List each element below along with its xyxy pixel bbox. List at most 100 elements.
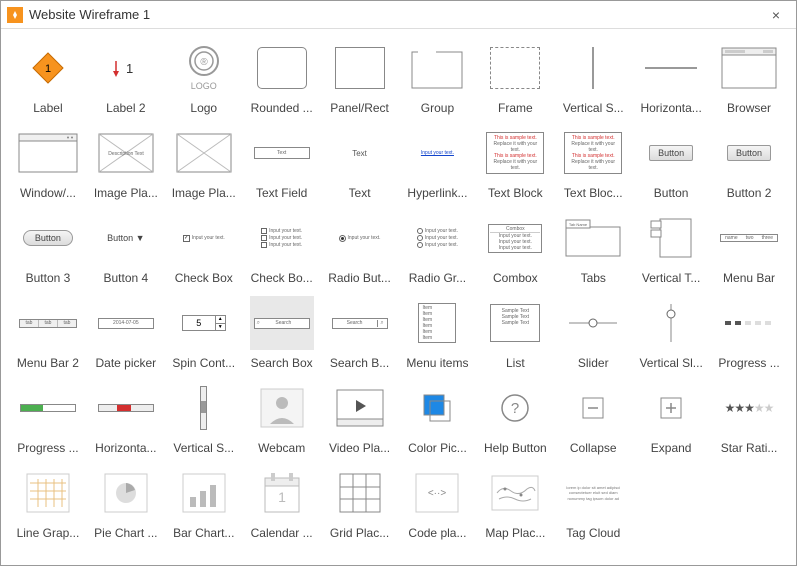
shape-item[interactable]: This is sample text.Replace it with your… bbox=[554, 124, 632, 209]
shape-item[interactable]: Description TextImage Pla... bbox=[87, 124, 165, 209]
shape-item[interactable]: Bar Chart... bbox=[165, 464, 243, 549]
shape-item[interactable]: nametwothreeMenu Bar bbox=[710, 209, 788, 294]
shape-thumb bbox=[172, 466, 236, 520]
shape-thumb bbox=[94, 381, 158, 435]
shape-item[interactable]: Horizonta... bbox=[87, 379, 165, 464]
shape-item[interactable]: Search⌕ Search B... bbox=[321, 294, 399, 379]
shape-thumb: Search⌕ bbox=[328, 296, 392, 350]
shape-item[interactable]: Grid Plac... bbox=[321, 464, 399, 549]
shape-item[interactable]: ®LOGOLogo bbox=[165, 39, 243, 124]
shape-thumb bbox=[483, 466, 547, 520]
shape-label: Webcam bbox=[258, 441, 305, 455]
shape-item[interactable]: lorem ip dolor sit amet adipisci consect… bbox=[554, 464, 632, 549]
shape-label: Expand bbox=[651, 441, 692, 455]
shape-item[interactable]: Input your text.Hyperlink... bbox=[399, 124, 477, 209]
shape-thumb: Input your text.Input your text.Input yo… bbox=[250, 211, 314, 265]
shape-thumb: ComboxInput your text.Input your text.In… bbox=[483, 211, 547, 265]
shape-label: Search B... bbox=[330, 356, 389, 370]
shape-item[interactable]: <··> Code pla... bbox=[399, 464, 477, 549]
shape-item[interactable]: Slider bbox=[554, 294, 632, 379]
shape-label: Rounded ... bbox=[251, 101, 313, 115]
shape-item[interactable]: Color Pic... bbox=[399, 379, 477, 464]
shape-item[interactable]: 5▲▼Spin Cont... bbox=[165, 294, 243, 379]
shape-label: Code pla... bbox=[408, 526, 466, 540]
shape-item[interactable]: Map Plac... bbox=[476, 464, 554, 549]
shape-item[interactable]: Expand bbox=[632, 379, 710, 464]
shape-thumb: lorem ip dolor sit amet adipisci consect… bbox=[561, 466, 625, 520]
shape-label: Grid Plac... bbox=[330, 526, 389, 540]
shape-item[interactable]: ComboxInput your text.Input your text.In… bbox=[476, 209, 554, 294]
shape-label: Tag Cloud bbox=[566, 526, 620, 540]
shape-item[interactable]: Collapse bbox=[554, 379, 632, 464]
shape-item[interactable]: Vertical S... bbox=[165, 379, 243, 464]
shape-item[interactable]: tabtabtabMenu Bar 2 bbox=[9, 294, 87, 379]
shape-item[interactable]: 1Label bbox=[9, 39, 87, 124]
shape-item[interactable]: Frame bbox=[476, 39, 554, 124]
shape-item[interactable]: ButtonButton bbox=[632, 124, 710, 209]
svg-text:Description Text: Description Text bbox=[108, 151, 144, 157]
shape-item[interactable]: ?Help Button bbox=[476, 379, 554, 464]
shape-item[interactable]: ⌕SearchSearch Box bbox=[243, 294, 321, 379]
shape-item[interactable]: ButtonButton 3 bbox=[9, 209, 87, 294]
shape-thumb bbox=[639, 296, 703, 350]
shape-label: Collapse bbox=[570, 441, 617, 455]
shape-thumb: ⌕Search bbox=[250, 296, 314, 350]
shape-thumb: tabtabtab bbox=[16, 296, 80, 350]
shape-item[interactable]: 2014-07-05Date picker bbox=[87, 294, 165, 379]
shape-item[interactable]: Line Grap... bbox=[9, 464, 87, 549]
shape-item[interactable]: Vertical S... bbox=[554, 39, 632, 124]
shape-item[interactable]: Sample TextSample TextSample TextList bbox=[476, 294, 554, 379]
shape-label: Help Button bbox=[484, 441, 547, 455]
shape-label: Color Pic... bbox=[408, 441, 467, 455]
shape-item[interactable]: Input your text.Input your text.Input yo… bbox=[399, 209, 477, 294]
shape-item[interactable]: Progress ... bbox=[710, 294, 788, 379]
shape-item[interactable]: This is sample text.Replace it with your… bbox=[476, 124, 554, 209]
shape-item[interactable]: Pie Chart ... bbox=[87, 464, 165, 549]
shape-item[interactable]: TextText bbox=[321, 124, 399, 209]
shape-thumb: Button bbox=[717, 126, 781, 180]
shape-item[interactable]: TextText Field bbox=[243, 124, 321, 209]
shape-thumb bbox=[328, 466, 392, 520]
shape-item[interactable]: ButtonButton 2 bbox=[710, 124, 788, 209]
shape-label: Text Field bbox=[256, 186, 307, 200]
shape-item[interactable]: 1Calendar ... bbox=[243, 464, 321, 549]
shape-label: Progress ... bbox=[718, 356, 779, 370]
shape-thumb bbox=[172, 381, 236, 435]
shape-item[interactable]: Vertical Sl... bbox=[632, 294, 710, 379]
shape-item[interactable]: Video Pla... bbox=[321, 379, 399, 464]
shape-item[interactable]: 1Label 2 bbox=[87, 39, 165, 124]
shape-item[interactable]: Vertical T... bbox=[632, 209, 710, 294]
shape-label: Hyperlink... bbox=[407, 186, 467, 200]
shape-item[interactable]: ✓Input your text.Check Box bbox=[165, 209, 243, 294]
shape-item[interactable]: Input your text.Input your text.Input yo… bbox=[243, 209, 321, 294]
shape-label: Spin Cont... bbox=[172, 356, 235, 370]
svg-text:Tab Name: Tab Name bbox=[569, 222, 588, 227]
shape-thumb: Text bbox=[328, 126, 392, 180]
shape-label: Combox bbox=[493, 271, 538, 285]
shape-label: Vertical S... bbox=[173, 441, 234, 455]
shape-thumb bbox=[717, 41, 781, 95]
shape-item[interactable]: Progress ... bbox=[9, 379, 87, 464]
shape-item[interactable]: ItemItemItemItemItemItemMenu items bbox=[399, 294, 477, 379]
shape-item[interactable]: Tab NameTabs bbox=[554, 209, 632, 294]
shape-label: Horizonta... bbox=[640, 101, 701, 115]
shape-thumb: <··> bbox=[405, 466, 469, 520]
shape-item[interactable]: Input your text.Radio But... bbox=[321, 209, 399, 294]
app-icon bbox=[7, 7, 23, 23]
shape-item[interactable]: Panel/Rect bbox=[321, 39, 399, 124]
shape-item[interactable]: Horizonta... bbox=[632, 39, 710, 124]
shape-item[interactable]: Webcam bbox=[243, 379, 321, 464]
shape-item[interactable]: ★★★★★Star Rati... bbox=[710, 379, 788, 464]
shape-thumb: Sample TextSample TextSample Text bbox=[483, 296, 547, 350]
shape-label: Vertical T... bbox=[642, 271, 700, 285]
shape-label: Pie Chart ... bbox=[94, 526, 157, 540]
close-button[interactable]: × bbox=[762, 7, 790, 23]
shape-thumb: 1 bbox=[94, 41, 158, 95]
shape-item[interactable]: Rounded ... bbox=[243, 39, 321, 124]
shape-item[interactable]: Window/... bbox=[9, 124, 87, 209]
shape-item[interactable]: Image Pla... bbox=[165, 124, 243, 209]
shape-item[interactable]: Group bbox=[399, 39, 477, 124]
shape-item[interactable]: Browser bbox=[710, 39, 788, 124]
shape-label: Slider bbox=[578, 356, 609, 370]
shape-item[interactable]: Button ▼Button 4 bbox=[87, 209, 165, 294]
